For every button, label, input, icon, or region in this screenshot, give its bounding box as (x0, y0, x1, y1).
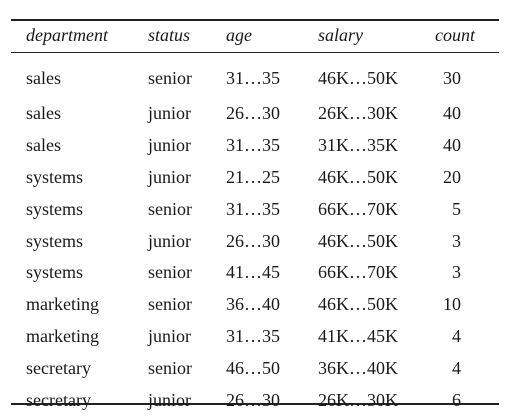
cell-age: 31…35 (226, 325, 280, 346)
header-count: count (435, 25, 475, 45)
table-header: department status age salary count (11, 19, 499, 52)
table-row: systems junior 21…25 46K…50K 20 (11, 162, 499, 194)
cell-count: 4 (452, 325, 461, 346)
cell-age: 26…30 (226, 230, 280, 251)
table-row: sales senior 31…35 46K…50K 30 (11, 52, 499, 98)
cell-department: marketing (26, 294, 99, 315)
cell-status: senior (148, 294, 192, 315)
table-row: marketing junior 31…35 41K…45K 4 (11, 321, 499, 353)
cell-count: 4 (452, 357, 461, 378)
cell-department: secretary (26, 389, 91, 410)
cell-age: 36…40 (226, 294, 280, 315)
cell-count: 30 (443, 67, 461, 88)
cell-salary: 26K…30K (318, 103, 398, 124)
cell-status: junior (148, 325, 191, 346)
cell-status: senior (148, 262, 192, 283)
cell-department: systems (26, 198, 84, 219)
table-row: secretary senior 46…50 36K…40K 4 (11, 352, 499, 384)
header-salary: salary (318, 25, 363, 45)
table-row: marketing senior 36…40 46K…50K 10 (11, 289, 499, 321)
cell-department: systems (26, 262, 84, 283)
cell-department: systems (26, 166, 84, 187)
table-row: systems senior 41…45 66K…70K 3 (11, 257, 499, 289)
cell-age: 26…30 (226, 389, 280, 410)
cell-age: 31…35 (226, 135, 280, 156)
cell-count: 40 (443, 103, 461, 124)
cell-count: 5 (452, 198, 461, 219)
cell-salary: 46K…50K (318, 230, 398, 251)
cell-salary: 66K…70K (318, 198, 398, 219)
table-row: sales junior 26…30 26K…30K 40 (11, 98, 499, 130)
cell-department: systems (26, 230, 84, 251)
cell-department: marketing (26, 325, 99, 346)
cell-salary: 46K…50K (318, 166, 398, 187)
cell-department: sales (26, 67, 61, 88)
cell-age: 31…35 (226, 198, 280, 219)
employee-table: department status age salary count sales… (11, 19, 499, 416)
cell-department: sales (26, 103, 61, 124)
header-department: department (26, 25, 108, 45)
cell-age: 46…50 (226, 357, 280, 378)
cell-status: senior (148, 357, 192, 378)
cell-status: junior (148, 389, 191, 410)
cell-count: 40 (443, 135, 461, 156)
cell-age: 21…25 (226, 166, 280, 187)
cell-count: 20 (443, 166, 461, 187)
cell-salary: 36K…40K (318, 357, 398, 378)
header-status: status (148, 25, 191, 45)
cell-status: junior (148, 103, 191, 124)
table-bottom-rule (11, 403, 499, 405)
cell-department: sales (26, 135, 61, 156)
table-row: secretary junior 26…30 26K…30K 6 (11, 384, 499, 416)
table-row: systems junior 26…30 46K…50K 3 (11, 225, 499, 257)
cell-department: secretary (26, 357, 91, 378)
cell-status: junior (148, 230, 191, 251)
table-row: systems senior 31…35 66K…70K 5 (11, 193, 499, 225)
cell-count: 3 (452, 230, 461, 251)
cell-salary: 41K…45K (318, 325, 398, 346)
cell-salary: 46K…50K (318, 294, 398, 315)
table-top-rule (11, 19, 499, 21)
cell-status: junior (148, 166, 191, 187)
cell-salary: 26K…30K (318, 389, 398, 410)
cell-salary: 31K…35K (318, 135, 398, 156)
cell-status: senior (148, 198, 192, 219)
cell-count: 6 (452, 389, 461, 410)
cell-age: 41…45 (226, 262, 280, 283)
cell-age: 31…35 (226, 67, 280, 88)
cell-status: junior (148, 135, 191, 156)
header-age: age (226, 25, 252, 45)
cell-count: 10 (443, 294, 461, 315)
table-header-rule (11, 52, 499, 53)
cell-salary: 66K…70K (318, 262, 398, 283)
table-row: sales junior 31…35 31K…35K 40 (11, 130, 499, 162)
cell-age: 26…30 (226, 103, 280, 124)
cell-count: 3 (452, 262, 461, 283)
table-body: sales senior 31…35 46K…50K 30 sales junior 26…3… (11, 52, 499, 416)
header-row: department status age salary count (11, 19, 499, 52)
cell-salary: 46K…50K (318, 67, 398, 88)
cell-status: senior (148, 67, 192, 88)
